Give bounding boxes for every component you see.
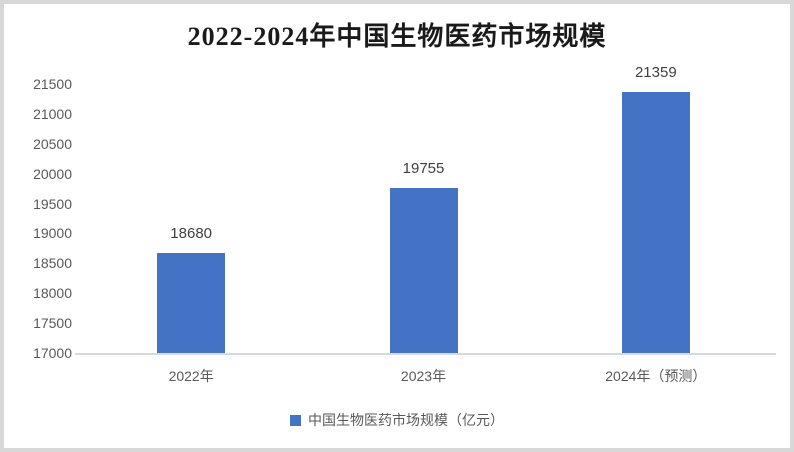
bar-data-label: 21359 <box>634 64 677 82</box>
x-axis-tick-label: 2023年 <box>400 368 447 384</box>
y-axis-tick-label: 18500 <box>33 255 72 272</box>
bar-data-label: 18680 <box>170 224 213 242</box>
legend-label: 中国生物医药市场规模（亿元） <box>308 412 504 428</box>
y-axis-tick-label: 21000 <box>33 105 72 122</box>
x-axis-line <box>75 353 776 355</box>
y-axis-tick-label: 17500 <box>33 315 72 332</box>
x-axis-tick-label: 2022年 <box>168 368 214 384</box>
y-axis-tick-label: 19500 <box>33 195 72 212</box>
x-axis-tick-label: 2024年（预测） <box>605 368 707 384</box>
y-axis-tick-label: 19000 <box>33 225 72 242</box>
legend: 中国生物医药市场规模（亿元） <box>4 410 790 430</box>
bar-2022年 <box>157 252 226 353</box>
legend-swatch-icon <box>290 414 301 426</box>
y-axis-tick-label: 20000 <box>33 165 72 182</box>
y-axis-tick-label: 17000 <box>33 345 72 361</box>
bar-2023年 <box>389 188 458 353</box>
y-axis-tick-label: 18000 <box>33 285 72 302</box>
chart-title: 2022-2024年中国生物医药市场规模 <box>187 22 607 51</box>
y-axis-tick-label: 21500 <box>33 76 72 92</box>
bar-2024年（预测） <box>621 92 690 353</box>
bar-data-label: 19755 <box>402 160 445 178</box>
y-axis-tick-label: 20500 <box>33 135 72 152</box>
